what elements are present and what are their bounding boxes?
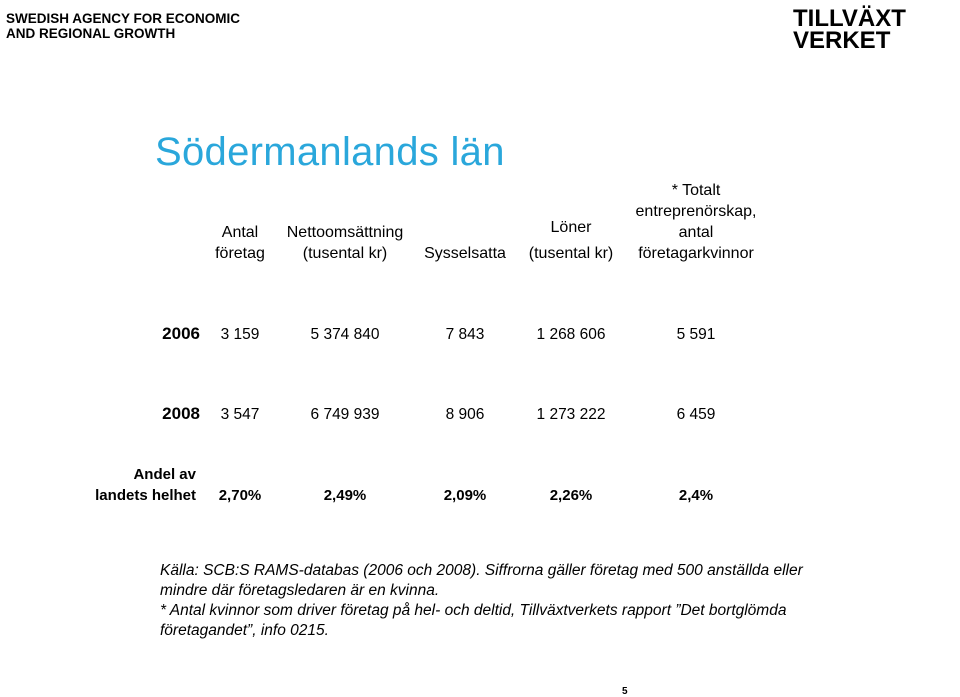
agency-name-line2: AND REGIONAL GROWTH	[6, 26, 176, 41]
source-line: * Antal kvinnor som driver företag på he…	[160, 602, 787, 619]
table-cell: 7 843	[445, 326, 485, 343]
row-label-share: Andel av landets helhet	[40, 464, 196, 506]
source-note: Källa: SCB:S RAMS-databas (2006 och 2008…	[160, 561, 940, 641]
row-label-2006: 2006	[162, 324, 200, 343]
tillvaxtverket-logo: TILLVÄXT VERKET	[793, 5, 906, 54]
logo-line2: VERKET	[793, 27, 891, 54]
col-header-entreprenorskap: * Totalt entreprenörskap, antal företaga…	[616, 180, 776, 264]
source-line: mindre där företagsledaren är en kvinna.	[160, 582, 440, 599]
col-header-line: (tusental kr)	[528, 245, 614, 262]
table-cell: 2,49%	[323, 487, 367, 504]
col-header-line: Sysselsatta	[424, 245, 506, 262]
table-cell: 5 374 840	[310, 326, 380, 343]
agency-name-line1: SWEDISH AGENCY FOR ECONOMIC	[6, 11, 241, 26]
row-label-line: landets helhet	[95, 487, 196, 504]
col-header-line: (tusental kr)	[302, 245, 388, 262]
col-header-line: antal	[678, 224, 714, 241]
logo-line1: TILLVÄXT	[793, 5, 906, 32]
source-line: Källa: SCB:S RAMS-databas (2006 och 2008…	[160, 562, 803, 579]
table-cell: 1 273 222	[536, 406, 606, 423]
col-header-line: företag	[215, 245, 265, 262]
col-header-line: Nettoomsättning	[286, 224, 404, 241]
col-header-line: entreprenörskap,	[635, 203, 757, 220]
row-label-2008: 2008	[162, 404, 200, 423]
table-cell: 3 159	[220, 326, 260, 343]
col-header-antal-foretag: Antal företag	[200, 222, 280, 264]
table-cell: 5 591	[676, 326, 716, 343]
col-header-loner: Löner (tusental kr)	[515, 212, 627, 264]
agency-name: SWEDISH AGENCY FOR ECONOMIC AND REGIONAL…	[6, 11, 240, 41]
page-title: Södermanlands län	[155, 130, 505, 174]
source-line: företagandet”, info 0215.	[160, 622, 329, 639]
col-header-line: * Totalt	[671, 182, 721, 199]
table-cell: 2,70%	[218, 487, 262, 504]
table-cell: 2,4%	[678, 487, 714, 504]
table-cell: 2,26%	[549, 487, 593, 504]
col-header-nettoomsattning: Nettoomsättning (tusental kr)	[270, 222, 420, 264]
table-cell: 8 906	[445, 406, 485, 423]
row-label-line: Andel av	[133, 466, 196, 483]
table-cell: 2,09%	[443, 487, 487, 504]
col-header-line: Antal	[221, 224, 259, 241]
col-header-line: Löner	[550, 219, 592, 236]
col-header-sysselsatta: Sysselsatta	[410, 243, 520, 264]
table-cell: 6 749 939	[310, 406, 380, 423]
table-cell: 6 459	[676, 406, 716, 423]
table-cell: 3 547	[220, 406, 260, 423]
col-header-line: företagarkvinnor	[638, 245, 754, 262]
page-number: 5	[622, 686, 628, 697]
table-cell: 1 268 606	[536, 326, 606, 343]
